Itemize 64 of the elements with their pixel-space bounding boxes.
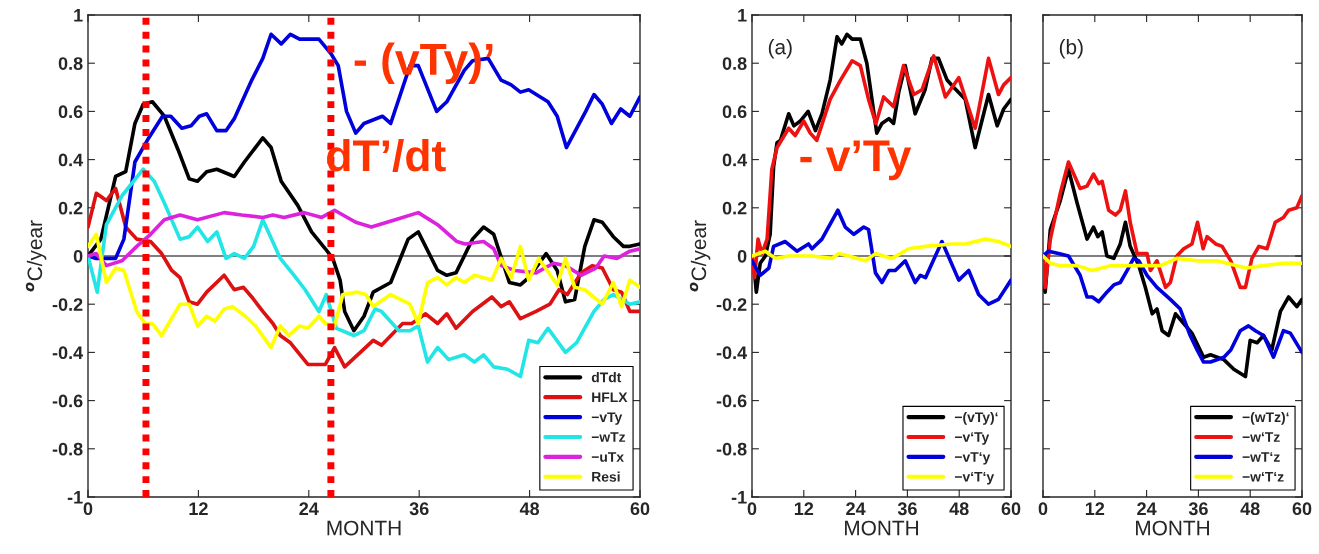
x-tick-label: 36 [1188,502,1208,516]
legend-label: −w‘T‘z [1242,472,1284,482]
x-tick-label: 24 [1137,502,1157,515]
x-axis-title: MONTH [845,520,918,536]
x-tick-label: 60 [630,502,650,516]
x-tick-label: 12 [794,502,814,515]
legend-label: −wT‘z [1242,452,1280,462]
x-tick-label: 48 [1240,502,1260,516]
y-tick-label: -1 [67,491,83,504]
y-tick-label: -0.2 [716,298,747,311]
y-tick-label: 0 [737,249,747,263]
y-tick-label: -0.6 [52,394,83,408]
y-tick-label: -1 [731,491,747,504]
legend-label: −(wTz)‘ [1242,411,1289,425]
legend-label: −v‘T‘y [954,472,995,485]
y-tick-label: 0.4 [722,153,748,167]
legend-label: HFLX [592,392,628,403]
x-tick-label: 0 [747,502,757,516]
y-tick-label: 0.2 [58,201,83,215]
y-tick-label: 0.6 [722,105,747,119]
y-tick-label: -0.4 [52,346,84,360]
y-tick-label: 0.2 [722,201,747,215]
legend-label: −(vTy)‘ [954,411,998,425]
legend-label: −vT‘y [954,452,991,465]
legend-label: dTdt [591,372,622,383]
y-tick-label: -0.6 [716,394,747,408]
annotation: (a) [768,39,792,59]
y-axis-title: $^{o}$C/year [689,220,711,292]
y-tick-label: -0.4 [716,346,748,360]
x-tick-label: 36 [897,502,917,516]
y-tick-label: 0.8 [722,57,747,70]
annotation: (b) [1059,39,1083,59]
x-tick-label: 0 [1038,502,1048,516]
x-tick-label: 36 [409,502,429,516]
y-tick-label: -0.8 [52,442,83,456]
legend-label: −vTy [591,412,623,425]
y-tick-label: -0.2 [52,298,83,311]
x-tick-label: 48 [519,502,540,516]
y-tick-label: 0 [73,249,83,263]
y-tick-label: 0.4 [58,153,84,167]
legend-label: Resi [592,471,620,482]
legend-label: −wTz [591,432,626,442]
x-tick-label: 48 [949,502,969,516]
annotation: - (vTy)’ [354,42,493,84]
legend-label: −uTx [591,452,624,462]
y-tick-label: -0.8 [716,442,747,456]
x-axis-title: MONTH [327,520,401,536]
legend-label: −w‘Tz [1242,432,1280,442]
x-tick-label: 60 [1292,502,1312,516]
annotation: dT’/dt [327,138,446,172]
x-tick-label: 12 [189,502,208,515]
y-tick-label: 1 [738,9,747,22]
x-tick-label: 24 [299,502,319,515]
annotation: - v’Ty [800,140,912,181]
x-axis-title: MONTH [1136,520,1209,536]
x-tick-label: 12 [1085,502,1105,515]
y-tick-label: 0.8 [58,57,83,70]
y-tick-label: 0.6 [58,105,83,119]
legend-label: −v‘Ty [954,432,990,445]
y-axis-title: $^{o}$C/year [25,220,47,292]
x-tick-label: 24 [846,502,866,515]
x-tick-label: 0 [83,502,93,516]
x-tick-label: 60 [1001,502,1021,516]
y-tick-label: 1 [74,9,83,22]
